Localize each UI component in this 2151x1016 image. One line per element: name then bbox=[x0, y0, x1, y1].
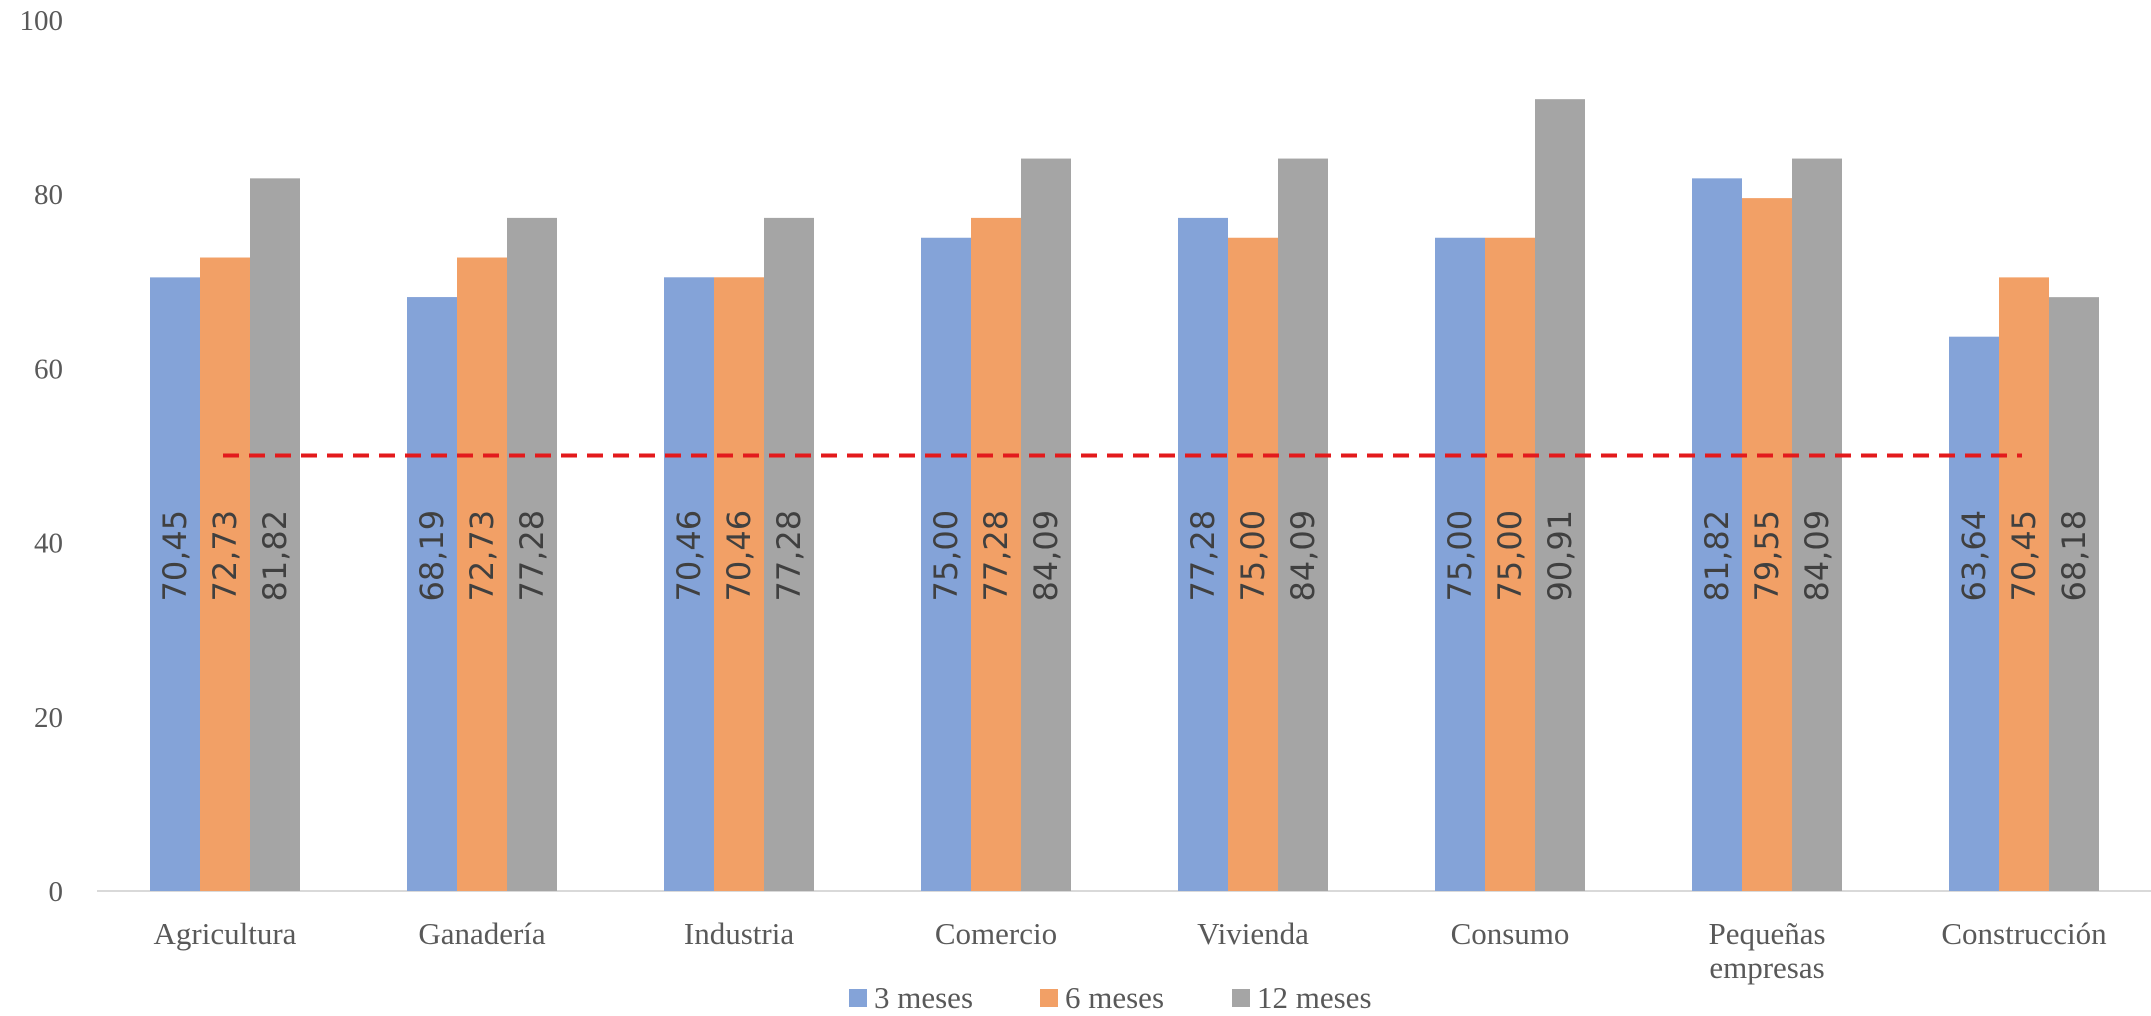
data-label: 70,46 bbox=[670, 510, 708, 602]
x-category-label-line: Construcción bbox=[1941, 916, 2107, 951]
x-category-label-line: Consumo bbox=[1451, 916, 1570, 951]
bar bbox=[457, 257, 507, 891]
legend: 3 meses 6 meses 12 meses bbox=[849, 980, 1372, 1015]
x-category-label: Vivienda bbox=[1197, 916, 1309, 951]
bar bbox=[507, 217, 557, 891]
bar bbox=[1178, 217, 1228, 891]
bar bbox=[1535, 99, 1585, 892]
data-label: 81,82 bbox=[1698, 510, 1736, 602]
x-category-label-line: Comercio bbox=[935, 916, 1057, 951]
data-label: 77,28 bbox=[513, 510, 551, 602]
y-tick-label: 100 bbox=[20, 5, 64, 37]
bar bbox=[2049, 297, 2099, 891]
y-tick-label: 40 bbox=[34, 528, 63, 560]
legend-label: 12 meses bbox=[1257, 980, 1372, 1015]
data-label: 68,18 bbox=[2055, 510, 2093, 602]
bar bbox=[407, 297, 457, 892]
x-category-label: Consumo bbox=[1451, 916, 1570, 951]
x-category-label: Industria bbox=[684, 916, 794, 951]
data-label: 84,09 bbox=[1027, 510, 1065, 602]
x-category-label-line: Vivienda bbox=[1197, 916, 1309, 951]
bar bbox=[714, 277, 764, 891]
bars-group bbox=[150, 99, 2099, 892]
data-label: 90,91 bbox=[1541, 510, 1579, 602]
data-label: 75,00 bbox=[927, 510, 965, 602]
bar bbox=[1742, 198, 1792, 891]
y-tick-label: 80 bbox=[34, 179, 63, 211]
bar bbox=[200, 257, 250, 891]
x-category-label-line: Ganadería bbox=[418, 916, 546, 951]
bar bbox=[664, 277, 714, 891]
data-label: 75,00 bbox=[1441, 510, 1479, 602]
bar bbox=[971, 217, 1021, 891]
legend-swatch bbox=[849, 989, 867, 1007]
bar bbox=[1021, 158, 1071, 891]
data-labels-group: 70,45 72,73 81,82 68,19 72,73 77,28 70,46 70,46… bbox=[156, 510, 2093, 602]
data-label: 72,73 bbox=[463, 510, 501, 602]
legend-swatch bbox=[1040, 989, 1058, 1007]
bar bbox=[1692, 178, 1742, 892]
data-label: 70,46 bbox=[720, 510, 758, 602]
data-label: 70,45 bbox=[156, 510, 194, 602]
bar bbox=[764, 217, 814, 891]
bar bbox=[1949, 336, 1999, 892]
data-label: 84,09 bbox=[1798, 510, 1836, 602]
x-category-label: Construcción bbox=[1941, 916, 2107, 951]
bar bbox=[1999, 277, 2049, 891]
data-label: 79,55 bbox=[1748, 510, 1786, 602]
x-category-label-line: Agricultura bbox=[154, 916, 297, 951]
y-tick-label: 60 bbox=[34, 353, 63, 385]
legend-label: 3 meses bbox=[874, 980, 973, 1015]
legend-swatch bbox=[1232, 989, 1250, 1007]
data-label: 75,00 bbox=[1234, 510, 1272, 602]
bar bbox=[921, 237, 971, 891]
data-label: 70,45 bbox=[2005, 510, 2043, 602]
y-tick-label: 20 bbox=[34, 702, 63, 734]
data-label: 75,00 bbox=[1491, 510, 1529, 602]
x-category-label: Ganadería bbox=[418, 916, 546, 951]
bar bbox=[1792, 158, 1842, 891]
data-label: 84,09 bbox=[1284, 510, 1322, 602]
data-label: 72,73 bbox=[206, 510, 244, 602]
bar bbox=[250, 178, 300, 892]
data-label: 68,19 bbox=[413, 510, 451, 602]
bar bbox=[1278, 158, 1328, 891]
x-category-label: Agricultura bbox=[154, 916, 297, 951]
data-label: 81,82 bbox=[256, 510, 294, 602]
x-category-label: Comercio bbox=[935, 916, 1057, 951]
x-category-label-line: Industria bbox=[684, 916, 794, 951]
data-label: 63,64 bbox=[1955, 510, 1993, 602]
bar bbox=[1228, 237, 1278, 891]
x-category-label-line: empresas bbox=[1709, 950, 1824, 985]
bar bbox=[150, 277, 200, 891]
x-category-label: Pequeñas empresas bbox=[1708, 916, 1825, 985]
data-label: 77,28 bbox=[977, 510, 1015, 602]
data-label: 77,28 bbox=[1184, 510, 1222, 602]
legend-label: 6 meses bbox=[1065, 980, 1164, 1015]
data-label: 77,28 bbox=[770, 510, 808, 602]
bar bbox=[1435, 237, 1485, 891]
bar bbox=[1485, 237, 1535, 891]
x-category-label-line: Pequeñas bbox=[1708, 916, 1825, 951]
y-tick-label: 0 bbox=[49, 876, 64, 908]
